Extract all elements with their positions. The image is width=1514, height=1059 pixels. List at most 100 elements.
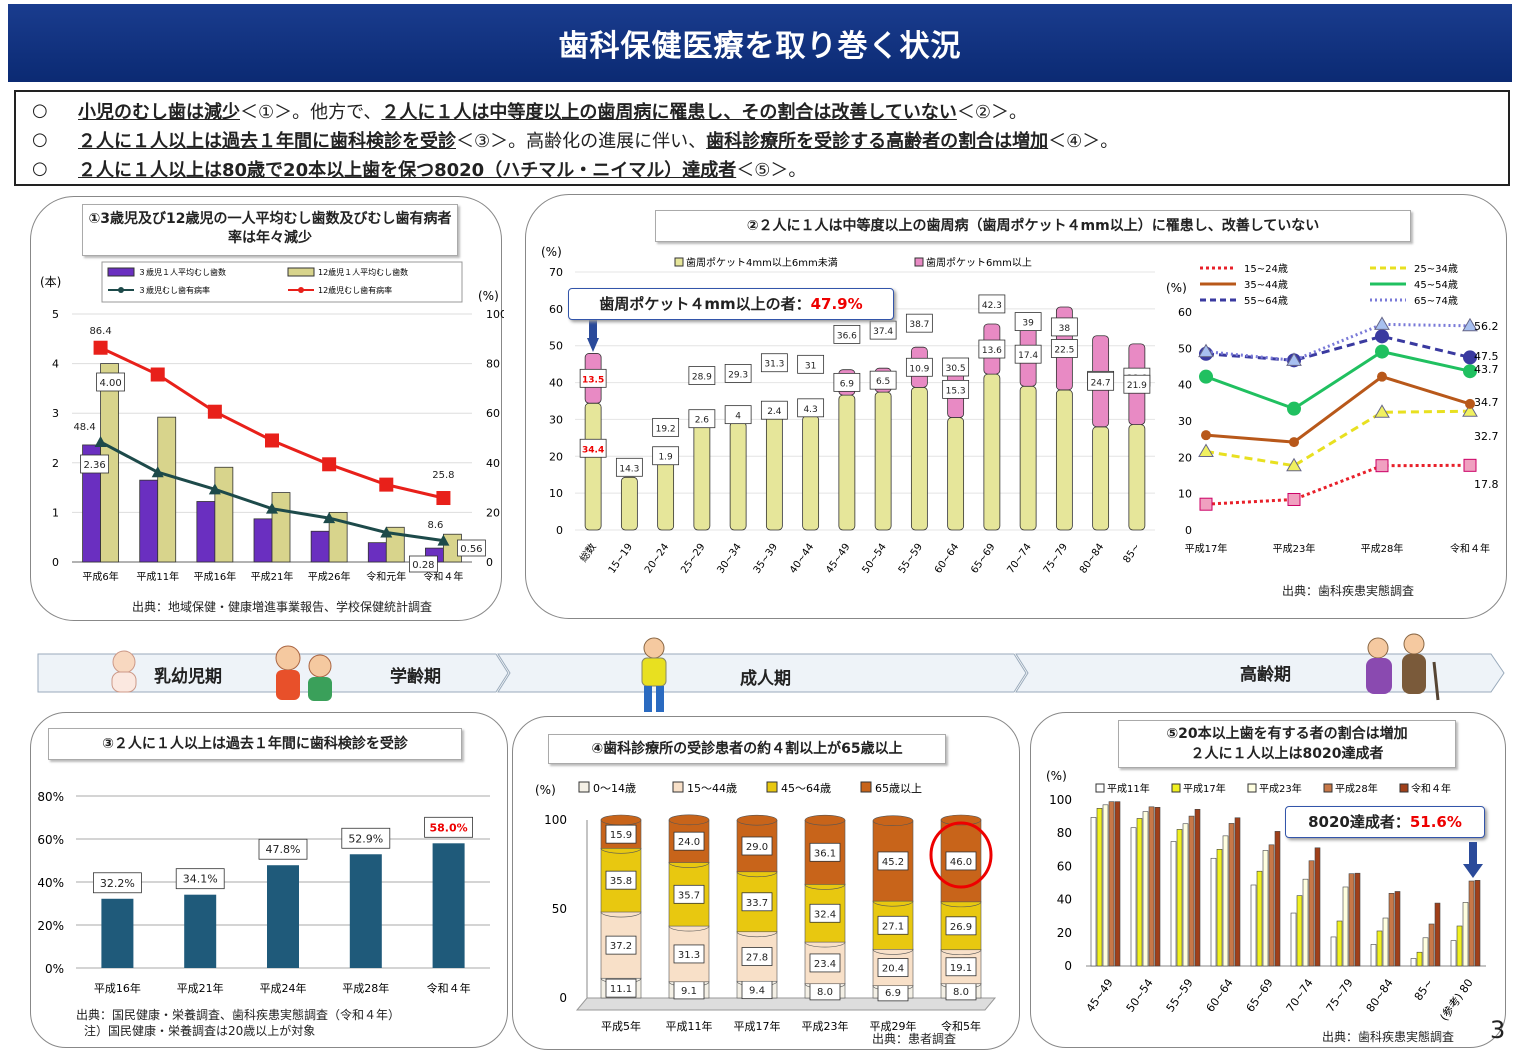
data-label: 15.3 bbox=[946, 386, 966, 396]
series-line bbox=[1205, 375, 1471, 444]
y-tick: 40 bbox=[1057, 893, 1072, 907]
bar-segment bbox=[620, 476, 638, 531]
legend-swatch bbox=[287, 267, 315, 277]
data-label: 6.5 bbox=[876, 377, 890, 387]
data-label: 35.7 bbox=[678, 890, 700, 901]
data-label: 24.0 bbox=[678, 837, 700, 848]
x-tick: 令和元年 bbox=[366, 570, 406, 583]
data-label: 39 bbox=[1022, 319, 1034, 329]
bar-segment bbox=[693, 423, 711, 531]
series-line bbox=[1205, 322, 1471, 362]
data-label: 0.56 bbox=[460, 544, 482, 555]
line-marker bbox=[1463, 364, 1477, 379]
data-label-box bbox=[945, 851, 977, 871]
line-marker bbox=[1463, 458, 1477, 472]
data-label-box bbox=[673, 831, 705, 851]
legend-marker bbox=[118, 287, 124, 293]
data-label: 9.1 bbox=[681, 986, 697, 997]
legend-label: 15~24歳 bbox=[1244, 263, 1288, 275]
data-label: 8.0 bbox=[953, 987, 969, 998]
line-marker bbox=[380, 526, 393, 538]
data-label: 8.6 bbox=[427, 520, 443, 531]
data-label: 4.00 bbox=[99, 378, 121, 389]
bar bbox=[1176, 829, 1183, 967]
bar bbox=[1434, 902, 1441, 967]
bar-segment-top bbox=[600, 814, 642, 826]
bar-segment bbox=[765, 414, 783, 531]
callout-arrow bbox=[1463, 864, 1483, 878]
chart4-source: 出典：患者調査 bbox=[872, 1032, 957, 1046]
bar-segment bbox=[1055, 389, 1073, 531]
bar-segment bbox=[947, 417, 965, 531]
y-tick: 80 bbox=[1057, 826, 1072, 840]
x-tick: 65~69 bbox=[1244, 977, 1276, 1015]
bar bbox=[1302, 878, 1309, 967]
data-label: 27.8 bbox=[746, 953, 768, 964]
bar bbox=[271, 492, 291, 563]
y-tick: 50 bbox=[1178, 342, 1192, 355]
y-tick-right: 80 bbox=[486, 358, 500, 371]
callout-arrow bbox=[587, 338, 599, 352]
y-tick: 60% bbox=[37, 833, 64, 847]
bar-segment bbox=[729, 421, 747, 531]
y-tick: 60 bbox=[1178, 306, 1192, 319]
data-label: 25.8 bbox=[432, 470, 454, 481]
series-line bbox=[1205, 334, 1471, 362]
bar bbox=[1468, 880, 1475, 967]
chart5-svg: (%) 0 20 40 60 80 100 平成11年 平成17年 平成23年 平成28年 令和４年 4… bbox=[1046, 769, 1486, 1023]
summary-row: ○ 小児のむし歯は減少 ＜①＞。他方で、 ２人に１人は中等度以上の歯周病に罹患し… bbox=[32, 96, 1508, 125]
summary-text: ＜②＞。 bbox=[956, 101, 1028, 123]
legend-label: 平成28年 bbox=[1335, 782, 1378, 795]
bar-segment bbox=[910, 386, 928, 531]
x-tick: 平成5年 bbox=[601, 1019, 641, 1032]
data-label: 15.9 bbox=[610, 830, 632, 841]
data-label-box bbox=[797, 354, 825, 374]
bar bbox=[1308, 860, 1315, 967]
line-marker bbox=[379, 477, 394, 492]
data-label-box bbox=[258, 838, 308, 860]
callout-value: 47.9% bbox=[810, 295, 863, 313]
chart1-title: ①3歳児及び12歳児の一人平均むし歯数及びむし歯有病者率は年々減少 bbox=[82, 204, 458, 256]
8020-callout: 8020達成者：51.6% bbox=[1285, 806, 1485, 838]
line-marker bbox=[94, 435, 107, 447]
data-label: 37.4 bbox=[873, 327, 893, 337]
bar-segment bbox=[983, 373, 1001, 531]
data-label: 8.0 bbox=[817, 987, 833, 998]
legend-label: 15～44歳 bbox=[687, 782, 737, 795]
legend-swatch bbox=[914, 257, 924, 267]
data-label: 32.2% bbox=[100, 877, 135, 890]
bar bbox=[349, 854, 382, 968]
chart5-source: 出典：歯科疾患実態調査 bbox=[1322, 1030, 1455, 1044]
x-tick: 平成16年 bbox=[94, 981, 141, 995]
line-marker bbox=[1462, 317, 1478, 332]
legend-label: 25~34歳 bbox=[1414, 263, 1458, 275]
legend-swatch bbox=[1323, 783, 1333, 793]
x-tick: 平成28年 bbox=[342, 981, 389, 995]
y-tick: 20% bbox=[37, 919, 64, 933]
highlight-circle bbox=[929, 821, 993, 889]
data-label-box bbox=[978, 294, 1006, 314]
x-tick: 平成6年 bbox=[82, 570, 118, 583]
data-label-box bbox=[409, 555, 438, 573]
data-label-box bbox=[869, 320, 897, 340]
x-tick: 令和４年 bbox=[1450, 542, 1490, 555]
bar bbox=[1194, 808, 1201, 967]
y-tick-right: 20 bbox=[486, 506, 500, 519]
x-tick: 60~64 bbox=[1204, 977, 1236, 1015]
data-label-box bbox=[905, 357, 933, 377]
legend-label: 平成11年 bbox=[1107, 782, 1150, 795]
y-tick-left: 5 bbox=[52, 308, 59, 321]
legend-swatch bbox=[1247, 783, 1257, 793]
y-tick-left: 3 bbox=[52, 407, 59, 420]
data-label: 34.1% bbox=[183, 873, 218, 886]
summary-row: ○ ２人に１人以上は過去１年間に歯科検診を受診 ＜③＞。高齢化の進展に伴い、 歯… bbox=[32, 125, 1508, 154]
bar bbox=[432, 843, 465, 968]
data-label: 22.5 bbox=[1054, 345, 1074, 355]
chart4-unit: (%) bbox=[535, 783, 556, 797]
x-tick: 平成28年 bbox=[1361, 542, 1404, 555]
data-label: 4.3 bbox=[803, 405, 817, 415]
bar bbox=[1108, 801, 1115, 967]
x-tick: 平成17年 bbox=[1185, 542, 1228, 555]
data-label-box bbox=[905, 313, 933, 333]
bullet-mark: ○ bbox=[32, 129, 48, 150]
